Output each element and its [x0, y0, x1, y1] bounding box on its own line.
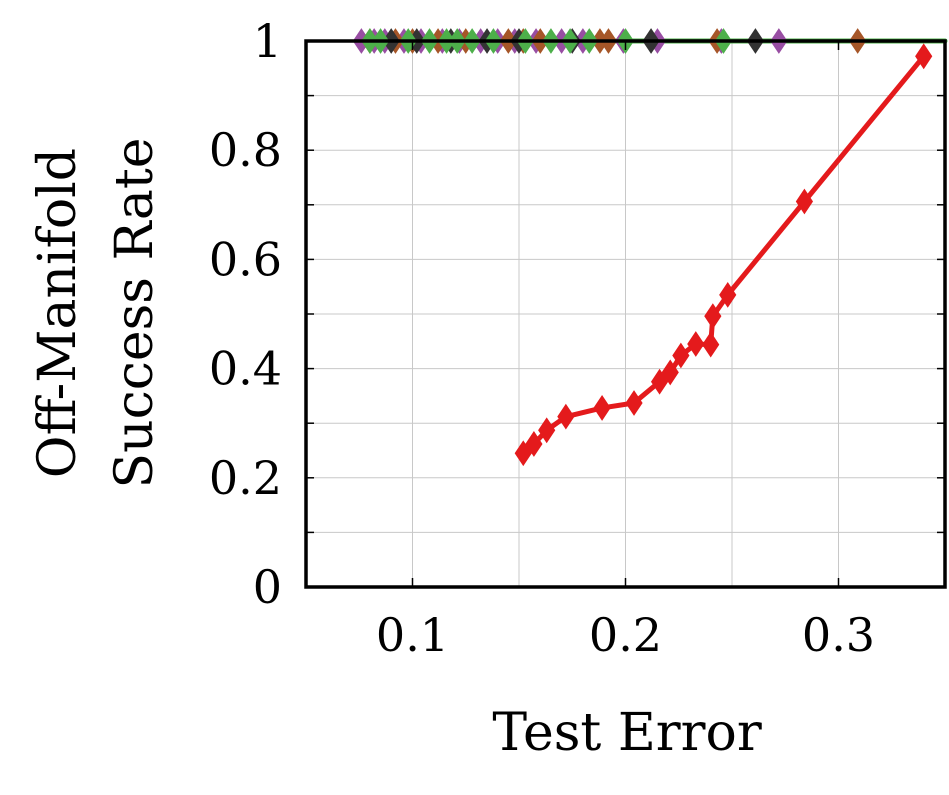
series-1-point [795, 188, 814, 215]
series-1-point [687, 331, 705, 357]
axes [304, 39, 947, 589]
series-1-point [557, 403, 575, 430]
series-lines [358, 38, 948, 456]
series-1-point [650, 368, 669, 395]
series-1-point [915, 43, 933, 70]
y-tick-label: 1 [253, 14, 282, 68]
series-1-point [704, 303, 722, 330]
y-tick-label: 0 [253, 560, 282, 614]
x-tick-label: 0.2 [589, 608, 662, 662]
x-tick-label: 0.3 [802, 608, 875, 662]
series-1-point [661, 359, 679, 386]
x-axis-label: Test Error [492, 703, 762, 763]
x-tick-label: 0.1 [376, 608, 449, 662]
y-axis-label-line-1: Off-Manifold [28, 148, 88, 478]
series-1-point [538, 417, 556, 444]
tick-labels: 0.1 0.2 0.3 0 0.2 0.4 0.6 0.8 1 [209, 14, 875, 662]
y-tick-label: 0.8 [209, 123, 282, 177]
series-1-point [672, 342, 690, 369]
grid [306, 41, 945, 587]
series-1-point [525, 431, 543, 457]
y-tick-label: 0.4 [209, 342, 282, 396]
y-axis-label-line-2: Success Rate [105, 137, 165, 488]
series-1-point [719, 281, 737, 308]
series-1-point [514, 440, 532, 467]
series-1-point [702, 331, 720, 358]
series-1-point [593, 395, 611, 421]
y-tick-label: 0.2 [209, 451, 282, 505]
y-tick-label: 0.6 [209, 232, 282, 286]
plot-frame [304, 39, 947, 589]
series-1-point [625, 390, 643, 416]
series-line-1 [520, 53, 927, 456]
series-markers [352, 28, 933, 467]
